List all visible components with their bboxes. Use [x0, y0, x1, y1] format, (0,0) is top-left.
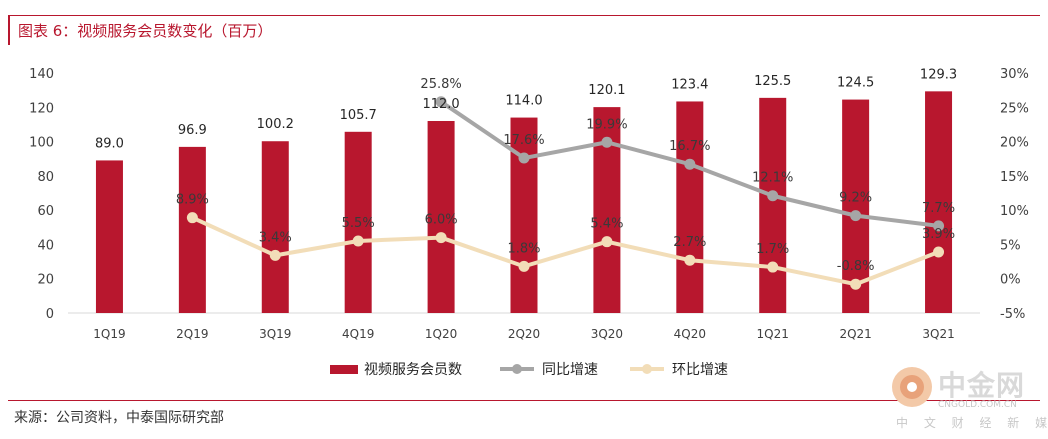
- series-point: [684, 158, 696, 170]
- bar: [344, 131, 372, 313]
- line-value-label: 19.9%: [586, 117, 627, 132]
- legend-swatch-marker: [642, 364, 652, 374]
- bar-value-label: 100.2: [257, 117, 294, 132]
- x-tick-label: 2Q20: [508, 327, 540, 341]
- legend-swatch-bar: [330, 365, 358, 374]
- bar-value-label: 125.5: [754, 74, 791, 89]
- bar-value-label: 120.1: [588, 83, 625, 98]
- y-left-tick-label: 20: [37, 273, 54, 288]
- footer-rule: [8, 400, 1040, 401]
- legend-label: 环比增速: [672, 362, 728, 378]
- x-tick-label: 3Q19: [259, 327, 291, 341]
- series-point: [850, 210, 862, 222]
- watermark-tagline: 中 文 财 经 新 媒 体: [896, 416, 1048, 430]
- series-point: [601, 236, 613, 248]
- watermark: 中金网 CNGOLD.COM.CN 中 文 财 经 新 媒 体: [888, 362, 1048, 434]
- series-point: [767, 190, 779, 202]
- x-tick-label: 1Q19: [93, 327, 125, 341]
- line-value-label: 2.7%: [673, 235, 706, 250]
- series-point: [435, 96, 447, 108]
- x-tick-label: 4Q19: [342, 327, 374, 341]
- y-right-tick-label: 30%: [1000, 67, 1029, 82]
- line-value-label: -0.8%: [837, 259, 875, 274]
- x-tick-label: 2Q19: [176, 327, 208, 341]
- x-tick-label: 3Q21: [922, 327, 954, 341]
- series-point: [518, 152, 530, 164]
- y-right-tick-label: 5%: [1000, 238, 1021, 253]
- y-right-tick-label: 0%: [1000, 273, 1021, 288]
- watermark-name: 中金网: [938, 369, 1026, 402]
- title-rule: [8, 15, 1040, 16]
- line-value-label: 12.1%: [752, 171, 793, 186]
- line-value-label: 9.2%: [839, 191, 872, 206]
- line-value-label: 5.5%: [342, 216, 375, 231]
- watermark-domain: CNGOLD.COM.CN: [938, 400, 1017, 410]
- line-value-label: 25.8%: [420, 77, 461, 92]
- x-tick-label: 3Q20: [591, 327, 623, 341]
- bar-value-label: 124.5: [837, 76, 874, 91]
- series-point: [269, 249, 281, 261]
- y-right-tick-label: 25%: [1000, 101, 1029, 116]
- line-value-label: 3.4%: [259, 230, 292, 245]
- series-point: [601, 136, 613, 148]
- x-tick-label: 4Q20: [674, 327, 706, 341]
- bar-value-label: 129.3: [920, 67, 957, 82]
- series-point: [518, 260, 530, 272]
- line-value-label: 1.8%: [507, 241, 540, 256]
- series-point: [767, 261, 779, 273]
- y-left-tick-label: 60: [37, 204, 54, 219]
- x-tick-label: 1Q20: [425, 327, 457, 341]
- series-point: [933, 220, 945, 232]
- source-note: 来源：公司资料，中泰国际研究部: [14, 410, 224, 426]
- y-left-tick-label: 40: [37, 238, 54, 253]
- bar: [842, 99, 870, 313]
- line-value-label: 16.7%: [669, 139, 710, 154]
- series-point: [352, 235, 364, 247]
- series-point: [933, 246, 945, 258]
- bar-value-label: 96.9: [178, 123, 207, 138]
- series-line: [191, 215, 940, 287]
- bar-value-label: 112.0: [422, 97, 459, 112]
- bar: [759, 97, 787, 313]
- y-right-tick-label: 15%: [1000, 170, 1029, 185]
- y-right-tick-label: 20%: [1000, 136, 1029, 151]
- x-tick-label: 2Q21: [839, 327, 871, 341]
- y-left-tick-label: 140: [29, 67, 54, 82]
- bar-value-label: 105.7: [340, 108, 377, 123]
- bar: [676, 101, 704, 313]
- bar-value-label: 114.0: [505, 94, 542, 109]
- series-point: [850, 278, 862, 290]
- y-left-tick-label: 120: [29, 101, 54, 116]
- line-value-label: 3.9%: [922, 227, 955, 242]
- y-right-tick-label: -5%: [1000, 307, 1025, 322]
- bar-value-label: 123.4: [671, 77, 708, 92]
- legend-label: 同比增速: [542, 362, 598, 378]
- chart-title: 图表 6：视频服务会员数变化（百万）: [18, 22, 273, 40]
- legend-swatch-marker: [512, 364, 522, 374]
- series-point: [684, 254, 696, 266]
- bar: [925, 91, 953, 313]
- y-left-tick-label: 80: [37, 170, 54, 185]
- line-value-label: 5.4%: [590, 217, 623, 232]
- y-right-tick-label: 10%: [1000, 204, 1029, 219]
- line-value-label: 6.0%: [425, 213, 458, 228]
- legend-label: 视频服务会员数: [364, 362, 462, 378]
- bar: [178, 146, 206, 313]
- cngold-logo-icon: [892, 367, 932, 407]
- line-value-label: 1.7%: [756, 242, 789, 257]
- bar: [95, 160, 123, 313]
- title-rule-tick: [8, 15, 10, 45]
- x-tick-label: 1Q21: [757, 327, 789, 341]
- bar: [427, 121, 455, 313]
- chart: 0 20 40 60 80 100 120 140 -5% 0% 5% 10% 15% 20% 25% 30%…: [29, 67, 1029, 378]
- y-left-tick-label: 100: [29, 136, 54, 151]
- bar: [261, 141, 289, 313]
- line-value-label: 17.6%: [503, 133, 544, 148]
- line-value-label: 7.7%: [922, 201, 955, 216]
- series-point: [435, 232, 447, 244]
- y-left-tick-label: 0: [46, 307, 54, 322]
- bar-value-label: 89.0: [95, 136, 124, 151]
- series-point: [186, 212, 198, 224]
- line-value-label: 8.9%: [176, 193, 209, 208]
